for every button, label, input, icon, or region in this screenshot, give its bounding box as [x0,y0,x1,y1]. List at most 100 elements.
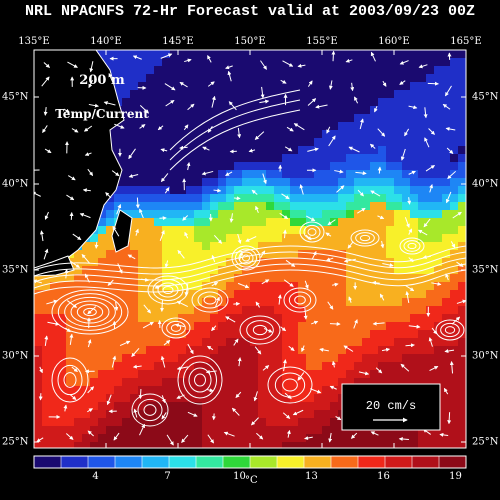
current-vector [380,240,385,249]
field-cell [234,402,242,410]
field-cell [202,194,210,202]
current-vector [211,95,216,108]
field-cell [338,66,346,74]
field-cell [426,290,434,298]
field-cell [418,346,426,354]
field-cell [386,378,394,386]
field-cell [442,434,450,442]
field-cell [138,322,146,330]
field-cell [50,370,58,378]
field-cell [330,194,338,202]
field-cell [82,426,90,434]
field-cell [226,186,234,194]
field-cell [370,314,378,322]
field-cell [218,370,226,378]
current-vector [286,429,291,438]
current-vector [253,391,258,402]
current-vector [237,282,250,289]
field-cell [202,410,210,418]
current-vector [166,434,174,446]
eddy-streamline [399,237,425,255]
eddy-streamline [197,291,223,309]
field-cell [242,426,250,434]
field-cell [370,66,378,74]
field-cell [450,170,458,178]
field-cell [226,314,234,322]
current-vector [207,81,215,87]
field-cell [162,154,170,162]
field-cell [50,418,58,426]
field-cell [202,106,210,114]
current-vector [139,105,150,114]
field-cell [170,138,178,146]
current-vector [119,340,131,347]
field-cell [130,98,138,106]
field-cell [370,170,378,178]
field-cell [458,314,466,322]
field-cell [138,290,146,298]
field-cell [258,162,266,170]
field-cell [410,122,418,130]
field-cell [250,442,258,448]
field-cell [258,282,266,290]
field-cell [322,394,330,402]
field-cell [194,202,202,210]
field-cell [330,290,338,298]
field-cell [450,314,458,322]
field-cell [306,354,314,362]
field-cell [290,138,298,146]
current-vector [111,355,117,368]
field-cell [122,194,130,202]
field-cell [202,362,210,370]
field-cell [314,170,322,178]
field-cell [442,426,450,434]
field-cell [330,90,338,98]
field-cell [322,338,330,346]
field-cell [274,146,282,154]
field-cell [138,298,146,306]
field-cell [98,242,106,250]
field-cell [170,154,178,162]
field-cell [250,402,258,410]
field-cell [338,146,346,154]
field-cell [298,218,306,226]
field-cell [210,106,218,114]
field-cell [346,354,354,362]
field-cell [330,82,338,90]
field-cell [194,434,202,442]
field-cell [130,258,138,266]
current-streamlines [34,89,466,427]
field-cell [90,338,98,346]
field-cell [122,442,130,448]
field-cell [442,218,450,226]
field-cell [418,50,426,58]
field-cell [394,170,402,178]
eddy-streamline [407,242,417,250]
field-cell [130,138,138,146]
field-cell [266,130,274,138]
field-cell [170,258,178,266]
field-cell [450,394,458,402]
field-cell [258,210,266,218]
field-cell [410,346,418,354]
field-cell [194,250,202,258]
field-cell [114,442,122,448]
field-cell [138,306,146,314]
field-cell [66,370,74,378]
field-cell [330,282,338,290]
field-cell [378,378,386,386]
field-cell [258,442,266,448]
field-cell [306,66,314,74]
field-cell [346,370,354,378]
field-cell [266,346,274,354]
field-cell [322,274,330,282]
field-cell [234,298,242,306]
field-cell [410,306,418,314]
field-cell [370,226,378,234]
field-cell [386,210,394,218]
field-cell [162,434,170,442]
lat-label: 40°N [472,178,499,190]
field-cell [114,370,122,378]
current-vector [328,432,333,443]
